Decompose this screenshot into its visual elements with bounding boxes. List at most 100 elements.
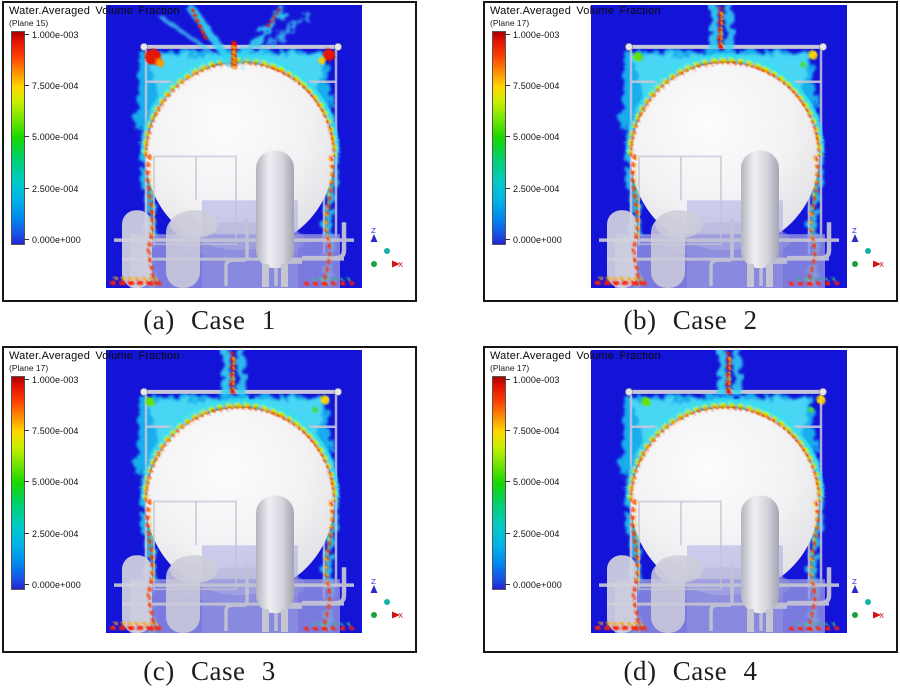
tick-label: 7.500e-004 <box>32 80 79 91</box>
variable-title: Water.Averaged Volume Fraction <box>490 350 661 362</box>
colorbar-tick: 1.000e-003 <box>505 29 560 40</box>
cfd-render <box>591 350 847 633</box>
variable-title: Water.Averaged Volume Fraction <box>9 5 180 17</box>
plane-label: (Plane 17) <box>490 18 530 28</box>
cfd-render <box>591 5 847 288</box>
colorbar-tick: 2.500e-004 <box>24 183 79 194</box>
colorbar-tick: 7.500e-004 <box>24 425 79 436</box>
colorbar-legend: 1.000e-003 7.500e-004 5.000e-004 2.500e-… <box>4 348 104 608</box>
figure-cell-case-1: Water.Averaged Volume Fraction (Plane 15… <box>2 1 417 336</box>
axis-triad-arrows <box>370 585 400 619</box>
tick-label: 5.000e-004 <box>32 131 79 142</box>
colorbar-tick: 5.000e-004 <box>24 476 79 487</box>
colorbar-tick: 7.500e-004 <box>505 425 560 436</box>
tick-label: 0.000e+000 <box>513 579 562 590</box>
colorbar-tick: 2.500e-004 <box>24 528 79 539</box>
cfd-render <box>106 350 362 633</box>
tick-mark <box>505 430 510 431</box>
axis-triad-icon: Z X <box>851 578 884 620</box>
tick-label: 2.500e-004 <box>32 528 79 539</box>
cfd-viewport-case-3: Water.Averaged Volume Fraction (Plane 17… <box>2 346 417 653</box>
axis-triad-arrows <box>370 234 400 268</box>
tick-mark <box>24 239 29 240</box>
colorbar-tick: 0.000e+000 <box>505 234 562 245</box>
figure-cell-case-2: Water.Averaged Volume Fraction (Plane 17… <box>483 1 898 336</box>
z-axis-label: Z <box>852 578 857 586</box>
colorbar-tick: 1.000e-003 <box>24 374 79 385</box>
panel-caption: (d) Case 4 <box>623 656 758 686</box>
tick-label: 5.000e-004 <box>32 476 79 487</box>
tick-label: 2.500e-004 <box>513 183 560 194</box>
figure-cell-case-3: Water.Averaged Volume Fraction (Plane 17… <box>2 346 417 687</box>
tick-label: 1.000e-003 <box>513 29 560 40</box>
tick-mark <box>505 85 510 86</box>
tick-label: 1.000e-003 <box>513 374 560 385</box>
x-axis-label: X <box>879 612 884 620</box>
x-axis-label: X <box>398 261 403 269</box>
colorbar-tick: 2.500e-004 <box>505 183 560 194</box>
tick-mark <box>505 136 510 137</box>
tick-mark <box>505 533 510 534</box>
z-axis-label: Z <box>852 227 857 235</box>
cfd-viewport-case-2: Water.Averaged Volume Fraction (Plane 17… <box>483 1 898 302</box>
tick-mark <box>24 584 29 585</box>
variable-title: Water.Averaged Volume Fraction <box>490 5 661 17</box>
colorbar-tick: 2.500e-004 <box>505 528 560 539</box>
colorbar-gradient <box>492 376 506 590</box>
tick-label: 1.000e-003 <box>32 374 79 385</box>
panel-caption: (a) Case 1 <box>143 305 276 335</box>
tick-mark <box>24 34 29 35</box>
tick-mark <box>24 533 29 534</box>
panel-caption: (b) Case 2 <box>623 305 758 335</box>
tick-label: 7.500e-004 <box>513 425 560 436</box>
tick-label: 2.500e-004 <box>32 183 79 194</box>
colorbar-gradient <box>11 376 25 590</box>
tick-label: 5.000e-004 <box>513 476 560 487</box>
tick-label: 0.000e+000 <box>513 234 562 245</box>
tick-mark <box>505 34 510 35</box>
tick-label: 0.000e+000 <box>32 579 81 590</box>
axis-triad-arrows <box>851 234 881 268</box>
colorbar-tick: 0.000e+000 <box>505 579 562 590</box>
tick-mark <box>24 85 29 86</box>
cfd-render <box>106 5 362 288</box>
tick-label: 7.500e-004 <box>513 80 560 91</box>
colorbar-legend: 1.000e-003 7.500e-004 5.000e-004 2.500e-… <box>4 3 104 263</box>
tick-label: 0.000e+000 <box>32 234 81 245</box>
tick-mark <box>24 481 29 482</box>
plane-label: (Plane 17) <box>9 363 49 373</box>
tick-label: 2.500e-004 <box>513 528 560 539</box>
colorbar-tick: 5.000e-004 <box>24 131 79 142</box>
colorbar-tick: 0.000e+000 <box>24 579 81 590</box>
tick-mark <box>505 481 510 482</box>
colorbar-legend: 1.000e-003 7.500e-004 5.000e-004 2.500e-… <box>485 348 585 608</box>
axis-triad-arrows <box>851 585 881 619</box>
axis-triad-icon: Z X <box>370 227 403 269</box>
tick-mark <box>505 239 510 240</box>
colorbar-tick: 7.500e-004 <box>24 80 79 91</box>
cfd-viewport-case-4: Water.Averaged Volume Fraction (Plane 17… <box>483 346 898 653</box>
cfd-viewport-case-1: Water.Averaged Volume Fraction (Plane 15… <box>2 1 417 302</box>
tick-label: 5.000e-004 <box>513 131 560 142</box>
colorbar-tick: 1.000e-003 <box>24 29 79 40</box>
z-axis-label: Z <box>371 578 376 586</box>
tick-mark <box>505 188 510 189</box>
x-axis-label: X <box>398 612 403 620</box>
axis-triad-icon: Z X <box>851 227 884 269</box>
colorbar-gradient <box>11 31 25 245</box>
variable-title: Water.Averaged Volume Fraction <box>9 350 180 362</box>
tick-mark <box>505 584 510 585</box>
x-axis-label: X <box>879 261 884 269</box>
panel-caption: (c) Case 3 <box>143 656 276 686</box>
colorbar-gradient <box>492 31 506 245</box>
plane-label: (Plane 17) <box>490 363 530 373</box>
tick-mark <box>24 430 29 431</box>
colorbar-tick: 7.500e-004 <box>505 80 560 91</box>
colorbar-tick: 5.000e-004 <box>505 476 560 487</box>
z-axis-label: Z <box>371 227 376 235</box>
figure-cell-case-4: Water.Averaged Volume Fraction (Plane 17… <box>483 346 898 687</box>
axis-triad-icon: Z X <box>370 578 403 620</box>
colorbar-tick: 1.000e-003 <box>505 374 560 385</box>
tick-label: 1.000e-003 <box>32 29 79 40</box>
